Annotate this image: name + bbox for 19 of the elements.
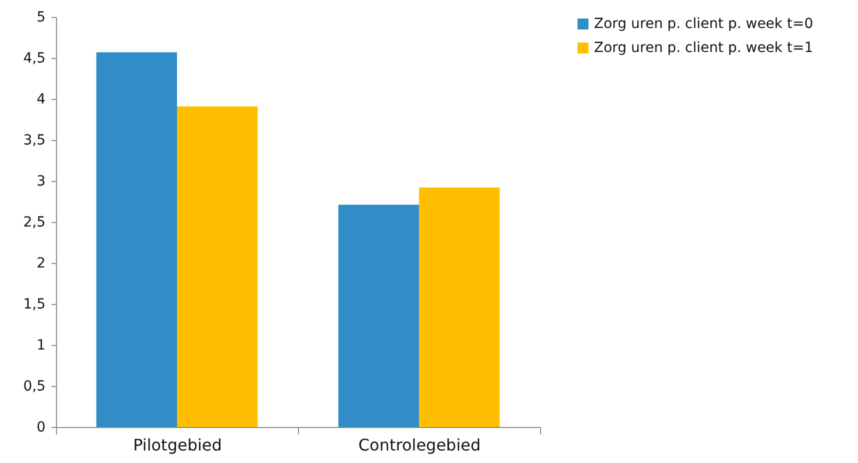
y-tick-label: 4: [36, 92, 46, 108]
bar: [96, 52, 177, 427]
y-tick-label: 5: [36, 10, 46, 26]
x-tick-label: Pilotgebied: [133, 436, 222, 454]
y-tick-label: 0,5: [23, 378, 46, 394]
legend-label: Zorg uren p. client p. week t=1: [594, 40, 814, 56]
bar: [338, 204, 419, 427]
bar: [419, 188, 500, 427]
y-tick-label: 1: [36, 338, 46, 354]
y-tick-label: 3: [36, 174, 46, 190]
x-tick-label: Controlegebied: [358, 436, 481, 454]
y-tick-label: 2: [36, 256, 46, 272]
bar: [177, 106, 258, 427]
y-tick-label: 0: [36, 420, 46, 436]
y-tick-label: 1,5: [23, 296, 46, 312]
y-tick-label: 4,5: [23, 50, 46, 66]
y-tick-label: 3,5: [23, 132, 46, 148]
legend-label: Zorg uren p. client p. week t=0: [594, 16, 814, 32]
y-tick-label: 2,5: [23, 214, 46, 230]
